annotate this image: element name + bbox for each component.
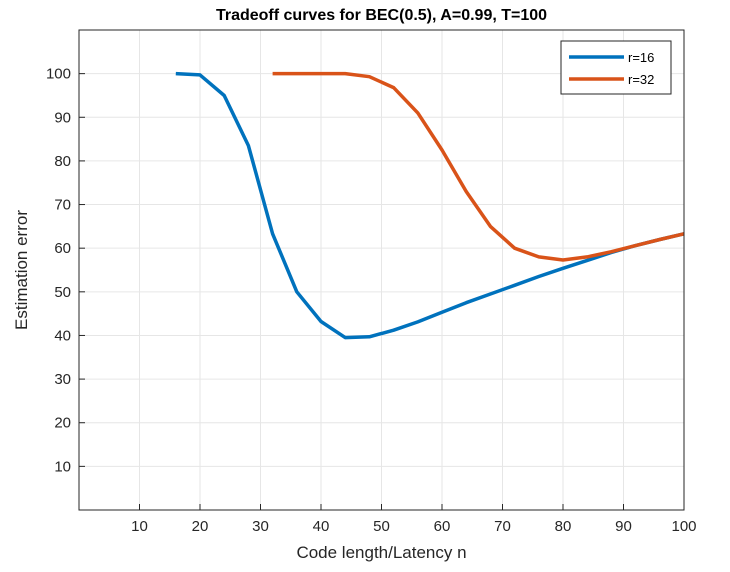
x-tick-label: 90 [615, 518, 632, 535]
legend-box [560, 40, 672, 95]
x-tick-label: 10 [131, 518, 148, 535]
legend: r=16 r=32 [560, 40, 672, 95]
legend-label-r16: r=16 [628, 50, 654, 65]
ticks: 10 20 30 40 50 60 70 80 90 100 10 20 30 40 50 60 70 80 90 1… [46, 66, 697, 535]
series-layer [175, 71, 685, 340]
x-tick-label: 80 [555, 518, 572, 535]
y-tick-label: 60 [54, 240, 71, 257]
x-tick-label: 40 [313, 518, 330, 535]
y-tick-label: 70 [54, 197, 71, 214]
y-tick-label: 90 [54, 109, 71, 126]
y-tick-label: 10 [54, 458, 71, 475]
x-tick-label: 100 [671, 518, 696, 535]
chart-title: Tradeoff curves for BEC(0.5), A=0.99, T=… [216, 7, 547, 24]
y-tick-label: 100 [46, 66, 71, 83]
y-tick-label: 80 [54, 153, 71, 170]
y-tick-label: 50 [54, 284, 71, 301]
x-tick-label: 70 [494, 518, 511, 535]
y-tick-label: 20 [54, 415, 71, 432]
series-line-r16 [175, 71, 685, 340]
y-tick-label: 30 [54, 371, 71, 388]
x-axis-label: Code length/Latency n [296, 543, 466, 562]
x-tick-label: 50 [373, 518, 390, 535]
x-tick-label: 20 [192, 518, 209, 535]
series-line-r32 [272, 71, 685, 262]
x-tick-label: 30 [252, 518, 269, 535]
y-tick-label: 40 [54, 327, 71, 344]
x-tick-label: 60 [434, 518, 451, 535]
legend-label-r32: r=32 [628, 72, 654, 87]
y-axis-label: Estimation error [12, 210, 31, 330]
